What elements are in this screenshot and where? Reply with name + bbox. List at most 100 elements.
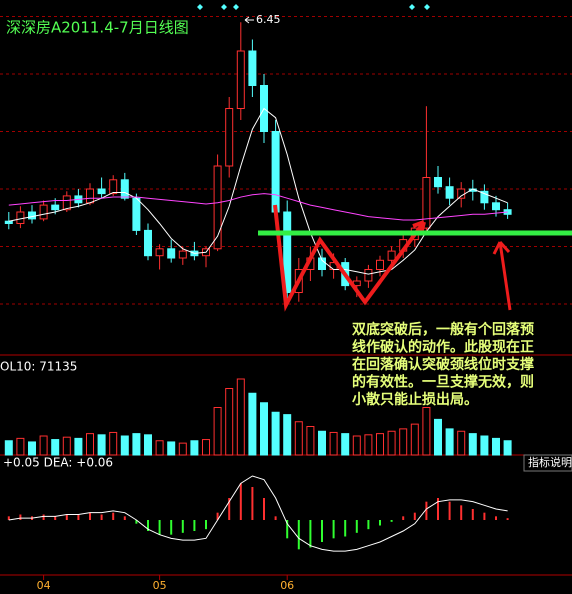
event-marker <box>197 4 430 10</box>
candle-body <box>364 269 373 282</box>
volume-bar <box>155 440 164 456</box>
volume-bar <box>190 440 199 456</box>
note-line: 小散只能止损出局。 <box>352 391 478 408</box>
candle-body <box>4 220 13 224</box>
volume-bar <box>202 439 210 456</box>
w-pattern <box>273 204 426 312</box>
support-arrow <box>492 240 512 311</box>
volume-bar <box>503 440 512 456</box>
volume-bar <box>422 407 431 456</box>
volume-bar <box>318 430 326 456</box>
candle-body <box>16 211 25 224</box>
volume-bar <box>97 434 106 456</box>
volume-bar <box>364 434 373 456</box>
volume-bar <box>399 428 408 456</box>
note-line: 线作破认的动作。此股现在正 <box>352 339 534 356</box>
volume-bar <box>120 435 129 456</box>
volume-bar <box>62 436 71 456</box>
candle-body <box>434 177 442 188</box>
chart-title: 深深房A2011.4-7月日线图 <box>6 19 189 37</box>
volume-bar <box>457 430 466 456</box>
volume-bar <box>352 435 361 456</box>
candle-body <box>271 131 280 213</box>
candle-body <box>167 248 176 259</box>
candle-body <box>39 204 48 220</box>
candle-body <box>132 197 141 231</box>
high-arrow <box>244 16 254 24</box>
volume-bar <box>167 441 176 456</box>
candle-body <box>283 211 292 293</box>
candle-body <box>28 211 36 220</box>
top-markers <box>197 4 430 10</box>
candle-body <box>51 204 60 211</box>
x-tick-label: 06 <box>280 579 294 592</box>
candle-body <box>178 250 187 259</box>
candle-body <box>492 202 500 211</box>
volume-bar <box>51 439 60 456</box>
volume-bar <box>434 418 442 456</box>
candle-body <box>97 188 106 195</box>
volume-bar <box>492 437 500 456</box>
note-line: 的有效性。一旦支撑无效，则 <box>352 374 534 391</box>
volume-bar <box>39 435 48 456</box>
volume-bar <box>294 421 303 456</box>
macd-dif <box>8 475 508 552</box>
high-label: 6.45 <box>256 13 281 26</box>
macd-label: +0.05 DEA: +0.06 <box>3 456 113 470</box>
x-tick-label: 05 <box>153 579 167 592</box>
volume-bar <box>329 431 338 456</box>
candle-body <box>120 179 129 199</box>
volume-bar <box>74 437 83 456</box>
volume-bar <box>248 392 257 456</box>
volume-bar <box>376 433 384 456</box>
note-line: 在回落确认突破颈线位时支撑 <box>352 356 534 373</box>
volume-bar <box>213 407 222 456</box>
candle-body <box>62 195 71 211</box>
x-tick-label: 04 <box>37 579 51 592</box>
volume-label: OL10: 71135 <box>0 360 77 374</box>
candle-body <box>155 248 164 257</box>
volume-bar <box>271 411 280 456</box>
volume-bar <box>468 433 477 456</box>
note: 双底突破后，一般有个回落预线作破认的动作。此股现在正在回落确认突破颈线位时支撑的… <box>351 320 535 409</box>
volume-bar <box>410 423 419 456</box>
candle-body <box>86 188 94 204</box>
plot-area: 04 05 06 <box>0 16 572 592</box>
volume-bar <box>16 437 25 456</box>
candle-body <box>318 257 326 270</box>
candle-body <box>213 165 222 250</box>
volume-bar <box>445 428 454 456</box>
candle-body <box>387 250 396 261</box>
candle-body <box>457 188 466 199</box>
candle-body <box>376 259 384 270</box>
candle-body <box>248 50 257 86</box>
indicator-button-box[interactable] <box>523 454 572 472</box>
candle-body <box>445 186 454 199</box>
volume-bar <box>387 430 396 456</box>
volume-bar <box>109 431 118 456</box>
volume-bar <box>144 434 152 456</box>
volume-bar <box>283 414 292 456</box>
volume-bar <box>132 433 141 456</box>
volume-bar <box>28 441 36 456</box>
candle-body <box>480 190 489 204</box>
candle-body <box>225 108 234 167</box>
candle-body <box>109 179 118 195</box>
candle-body <box>422 177 431 229</box>
volume-bar <box>178 442 187 456</box>
volume-bar <box>86 433 94 456</box>
volume-bar <box>260 402 268 456</box>
volume-bar <box>341 433 350 456</box>
note-line: 双底突破后，一般有个回落预 <box>352 321 534 338</box>
volume-bar <box>4 440 13 456</box>
volume-bar <box>236 378 245 456</box>
moving-average <box>8 193 508 221</box>
indicator-button[interactable]: 指标说明 <box>528 455 572 469</box>
volume-bar <box>306 426 315 456</box>
candle-body <box>144 229 152 257</box>
moving-average <box>8 107 508 275</box>
volume-bar <box>480 435 489 456</box>
volume-bar <box>225 388 234 456</box>
candle-body <box>236 50 245 109</box>
